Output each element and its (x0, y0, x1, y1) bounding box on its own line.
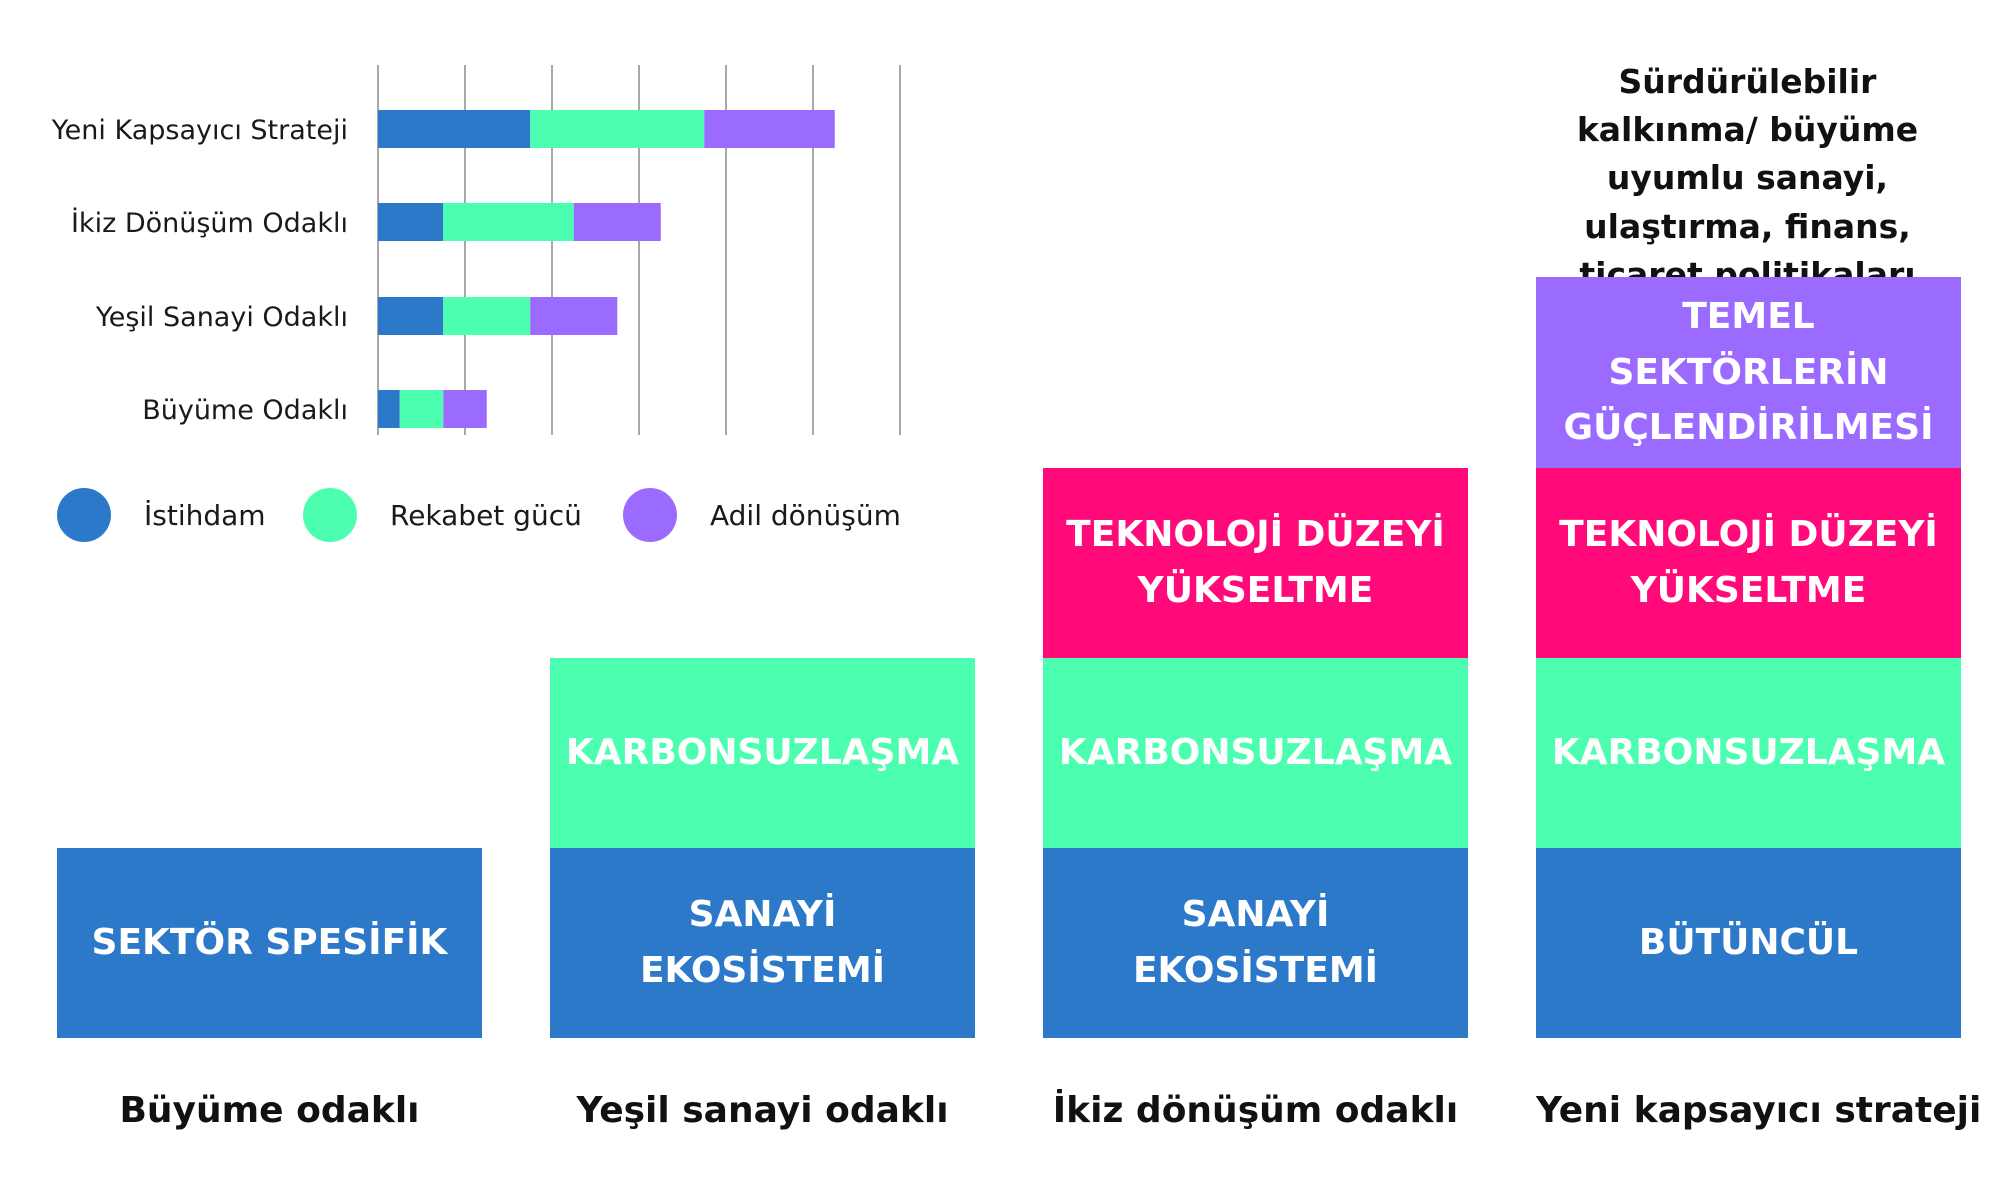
category-label-yeni-kapsayici-strateji: Yeni Kapsayıcı Strateji (51, 115, 348, 146)
legend-item-adil-donusum: Adil dönüşüm (623, 485, 901, 545)
bar-yeni-kapsayici-strateji-rekabet-gucu (530, 110, 705, 148)
bar-yeni-kapsayici-strateji-istihdam (378, 110, 531, 148)
legend-swatch-adil-donusum (623, 488, 677, 542)
category-label-buyume-odakli: Büyüme Odaklı (142, 395, 348, 426)
category-label-yesil-sanayi-odakli: Yeşil Sanayi Odaklı (95, 302, 348, 333)
legend-swatch-istihdam (57, 488, 111, 542)
column-label-buyume-odakli: Büyüme odaklı (119, 1090, 420, 1131)
bar-yesil-sanayi-odakli-istihdam (378, 297, 444, 335)
bar-buyume-odakli-rekabet-gucu (399, 390, 444, 428)
category-label-ikiz-donusum-odakli: İkiz Dönüşüm Odaklı (71, 207, 348, 239)
stacked-bar-chart: Yeni Kapsayıcı Strateji İkiz Dönüşüm Odak… (51, 65, 901, 435)
block-sektor-spesifik: SEKTÖR SPESİFİK (57, 848, 482, 1038)
column-label-ikiz-donusum-odakli: İkiz dönüşüm odaklı (1052, 1090, 1459, 1131)
legend-label-istihdam: İstihdam (144, 498, 266, 532)
column-label-yesil-sanayi-odakli: Yeşil sanayi odaklı (576, 1090, 949, 1131)
block-teknoloji-duzeyi-yukseltme: TEKNOLOJİ DÜZEYİ YÜKSELTME (1043, 468, 1468, 658)
block-karbonsuzlasma: KARBONSUZLAŞMA (1043, 658, 1468, 848)
block-sanayi-ekosistemi: SANAYİ EKOSİSTEMİ (1043, 848, 1468, 1038)
bar-ikiz-donusum-odakli-istihdam (378, 203, 444, 241)
bar-buyume-odakli-adil-donusum (443, 390, 487, 428)
block-temel-sektorlerin-guclendirilmesi: TEMEL SEKTÖRLERİN GÜÇLENDİRİLMESİ (1536, 277, 1961, 468)
block-teknoloji-duzeyi-yukseltme: TEKNOLOJİ DÜZEYİ YÜKSELTME (1536, 468, 1961, 658)
block-butuncul: BÜTÜNCÜL (1536, 848, 1961, 1038)
legend-item-istihdam: İstihdam (57, 485, 266, 545)
legend-item-rekabet-gucu: Rekabet gücü (303, 485, 582, 545)
bar-yeni-kapsayici-strateji-adil-donusum (704, 110, 835, 148)
bar-yesil-sanayi-odakli-rekabet-gucu (443, 297, 531, 335)
block-karbonsuzlasma: KARBONSUZLAŞMA (550, 658, 975, 848)
column-label-yeni-kapsayici-strateji: Yeni kapsayıcı strateji (1536, 1090, 1982, 1131)
chart-bars (378, 110, 835, 428)
legend-swatch-rekabet-gucu (303, 488, 357, 542)
block-sanayi-ekosistemi: SANAYİ EKOSİSTEMİ (550, 848, 975, 1038)
bar-yesil-sanayi-odakli-adil-donusum (530, 297, 618, 335)
legend-label-adil-donusum: Adil dönüşüm (710, 498, 901, 532)
bar-buyume-odakli-istihdam (378, 390, 400, 428)
chart-category-labels: Yeni Kapsayıcı Strateji İkiz Dönüşüm Odak… (51, 115, 348, 426)
bar-ikiz-donusum-odakli-adil-donusum (573, 203, 661, 241)
legend-label-rekabet-gucu: Rekabet gücü (390, 498, 582, 532)
block-karbonsuzlasma: KARBONSUZLAŞMA (1536, 658, 1961, 848)
bar-ikiz-donusum-odakli-rekabet-gucu (443, 203, 574, 241)
